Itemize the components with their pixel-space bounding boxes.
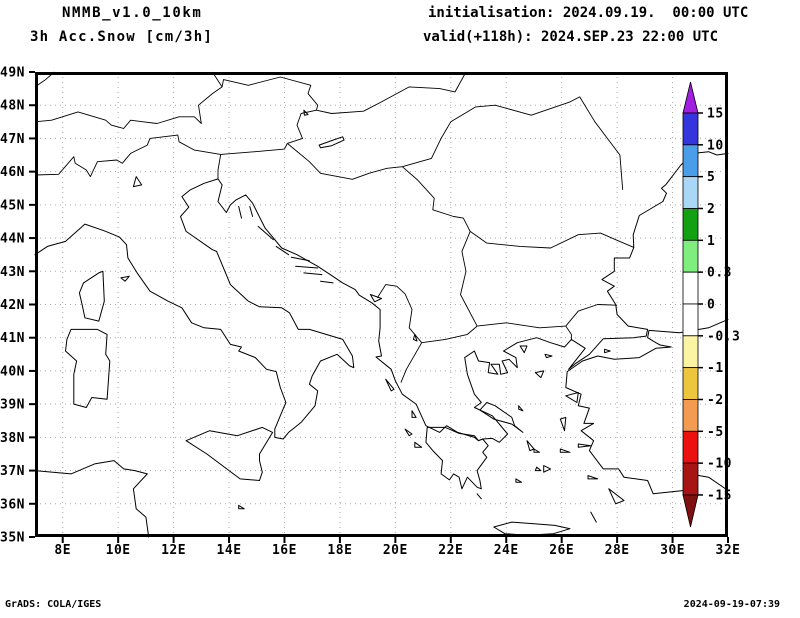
colorbar-segment (682, 367, 699, 400)
lat-tick-label: 37N (0, 464, 25, 479)
colorbar-segment (682, 112, 699, 146)
colorbar-label: 0.3 (707, 266, 732, 281)
lon-tick-label: 24E (494, 543, 519, 558)
lat-tick-label: 40N (0, 364, 25, 379)
lon-tick-label: 12E (161, 543, 186, 558)
colorbar-label: 5 (707, 170, 715, 185)
map-frame (35, 72, 728, 537)
lat-tick-label: 38N (0, 431, 25, 446)
coastlines (34, 109, 729, 538)
lon-tick-label: 16E (272, 543, 297, 558)
colorbar-label: -2 (707, 393, 724, 408)
lon-tick-label: 20E (383, 543, 408, 558)
grid-lines (35, 72, 728, 537)
lat-tick-label: 46N (0, 165, 25, 180)
colorbar-below-arrow (682, 494, 699, 528)
colorbar-label: 10 (707, 138, 724, 153)
grads-credit: GrADS: COLA/IGES (5, 599, 102, 610)
colorbar-segment (682, 303, 699, 337)
field-title: 3h Acc.Snow [cm/3h] (30, 29, 213, 45)
colorbar-label: 0 (707, 297, 715, 312)
colorbar-label: -1 (707, 361, 724, 376)
colorbar-segment (682, 144, 699, 178)
colorbar-label: -0.3 (707, 329, 740, 344)
creation-timestamp: 2024-09-19-07:39 (683, 599, 780, 610)
lon-tick-label: 10E (106, 543, 131, 558)
lat-tick-label: 43N (0, 265, 25, 280)
lon-tick-label: 18E (327, 543, 352, 558)
colorbar-segment (682, 399, 699, 432)
country-borders (34, 71, 634, 383)
map-canvas: 15105210.30-0.3-1-2-5-10-1549N48N47N46N4… (0, 66, 740, 559)
colorbar-segment (682, 430, 699, 464)
colorbar-segment (682, 462, 699, 496)
model-title: NMMB_v1.0_10km (62, 5, 203, 21)
colorbar-label: -10 (707, 457, 732, 472)
lon-tick-label: 8E (54, 543, 71, 558)
colorbar-segment (682, 335, 699, 369)
lat-tick-label: 45N (0, 198, 25, 213)
lat-tick-label: 36N (0, 497, 25, 512)
lat-tick-label: 39N (0, 398, 25, 413)
colorbar: 15 10 5 2 1 0.3 0 -0.3 -1 -2 -5 -10 -15 (682, 81, 740, 528)
lon-tick-label: 32E (716, 543, 741, 558)
colorbar-segment (682, 176, 699, 209)
lon-tick-label: 14E (217, 543, 242, 558)
colorbar-label: 2 (707, 202, 715, 217)
lat-tick-label: 47N (0, 132, 25, 147)
lon-tick-label: 30E (660, 543, 685, 558)
axis-labels: 49N 48N 47N 46N 45N 44N 43N 42N 41N 40N 39N 38N 37N 3… (0, 66, 740, 559)
colorbar-segment (682, 271, 699, 305)
colorbar-segment (682, 239, 699, 273)
lat-tick-label: 35N (0, 531, 25, 546)
lat-tick-label: 42N (0, 298, 25, 313)
lat-tick-label: 41N (0, 331, 25, 346)
colorbar-segment (682, 208, 699, 241)
valid-time-label: valid(+118h): 2024.SEP.23 22:00 UTC (423, 29, 719, 45)
lat-tick-label: 49N (0, 66, 25, 81)
lon-tick-label: 26E (549, 543, 574, 558)
colorbar-label: 15 (707, 107, 724, 122)
lat-tick-label: 44N (0, 232, 25, 247)
lon-tick-label: 28E (605, 543, 630, 558)
colorbar-label: -5 (707, 425, 724, 440)
lat-tick-label: 48N (0, 99, 25, 114)
colorbar-label: -15 (707, 488, 732, 503)
lon-tick-label: 22E (438, 543, 463, 558)
init-time-label: initialisation: 2024.09.19. 00:00 UTC (428, 5, 749, 21)
colorbar-label: 1 (707, 234, 715, 249)
colorbar-above-arrow (682, 81, 699, 114)
